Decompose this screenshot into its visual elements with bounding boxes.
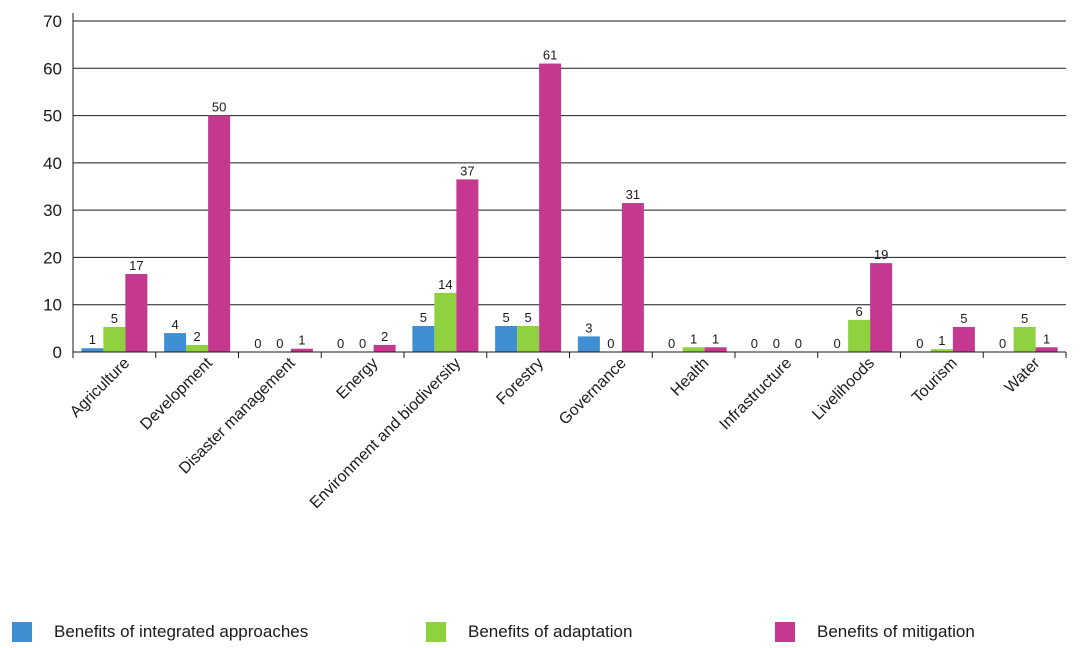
data-label: 1 xyxy=(938,333,945,348)
data-label: 0 xyxy=(773,336,780,351)
legend-swatch-mitigation xyxy=(775,622,795,642)
data-label: 2 xyxy=(381,329,388,344)
data-label: 1 xyxy=(690,331,697,346)
data-label: 0 xyxy=(337,336,344,351)
data-label: 5 xyxy=(420,310,427,325)
x-category-label: Water xyxy=(1002,354,1044,396)
legend-item-adaptation: Benefits of adaptation xyxy=(426,622,632,642)
data-label: 0 xyxy=(607,336,614,351)
data-label: 5 xyxy=(960,311,967,326)
bar xyxy=(208,115,231,352)
bar xyxy=(164,333,187,352)
x-category-label: Governance xyxy=(556,355,630,429)
data-label: 14 xyxy=(438,277,452,292)
legend-label-integrated: Benefits of integrated approaches xyxy=(54,622,309,641)
bar xyxy=(495,325,518,352)
data-label: 0 xyxy=(359,336,366,351)
data-label: 3 xyxy=(585,320,592,335)
data-label: 0 xyxy=(668,336,675,351)
data-label: 0 xyxy=(999,336,1006,351)
legend: Benefits of integrated approaches Benefi… xyxy=(0,622,1081,648)
bar xyxy=(81,348,104,352)
data-label: 0 xyxy=(834,336,841,351)
y-tick-label: 10 xyxy=(43,296,62,315)
y-tick-label: 30 xyxy=(43,201,62,220)
x-category-label: Development xyxy=(137,354,216,433)
y-tick-label: 20 xyxy=(43,248,62,267)
legend-swatch-adaptation xyxy=(426,622,446,642)
bar xyxy=(434,292,457,352)
x-category-label: Livelihoods xyxy=(809,355,878,424)
data-label: 17 xyxy=(129,258,143,273)
legend-label-adaptation: Benefits of adaptation xyxy=(468,622,633,641)
bar xyxy=(577,336,600,352)
bar xyxy=(456,179,479,352)
bar xyxy=(290,348,313,352)
data-label: 61 xyxy=(543,48,557,63)
x-category-label: Forestry xyxy=(493,355,547,409)
data-label: 0 xyxy=(751,336,758,351)
bar xyxy=(682,347,705,352)
data-label: 0 xyxy=(276,336,283,351)
data-label: 4 xyxy=(172,317,179,332)
bar xyxy=(1013,326,1036,352)
x-category-label: Energy xyxy=(334,355,382,403)
data-label: 2 xyxy=(194,329,201,344)
bar xyxy=(848,319,871,352)
bar xyxy=(870,263,893,352)
bar xyxy=(186,344,209,352)
bar xyxy=(1035,347,1058,352)
legend-swatch-integrated xyxy=(12,622,32,642)
data-label: 5 xyxy=(525,310,532,325)
data-label: 19 xyxy=(874,247,888,262)
bar xyxy=(952,326,975,352)
data-label: 0 xyxy=(795,336,802,351)
data-label: 5 xyxy=(111,311,118,326)
data-label: 0 xyxy=(254,336,261,351)
bar xyxy=(103,326,126,352)
y-tick-label: 40 xyxy=(43,154,62,173)
bar xyxy=(412,325,435,352)
data-label: 5 xyxy=(1021,311,1028,326)
legend-item-mitigation: Benefits of mitigation xyxy=(775,622,975,642)
x-category-label: Agriculture xyxy=(67,355,133,421)
y-tick-label: 50 xyxy=(43,107,62,126)
bar xyxy=(539,63,562,353)
data-label: 5 xyxy=(503,310,510,325)
y-axis-ticks: 0 10 20 30 40 50 60 70 xyxy=(43,12,62,362)
data-label: 6 xyxy=(856,304,863,319)
data-label: 1 xyxy=(1043,331,1050,346)
bar xyxy=(517,325,540,352)
data-label: 31 xyxy=(626,187,640,202)
data-label: 50 xyxy=(212,100,226,115)
y-tick-label: 0 xyxy=(53,343,62,362)
legend-item-integrated: Benefits of integrated approaches xyxy=(12,622,308,642)
axes xyxy=(72,13,1067,358)
bar xyxy=(930,349,953,352)
y-tick-label: 70 xyxy=(43,12,62,31)
data-label: 1 xyxy=(298,333,305,348)
y-tick-label: 60 xyxy=(43,59,62,78)
bars xyxy=(81,63,1058,353)
bar xyxy=(125,273,148,352)
data-label: 1 xyxy=(712,331,719,346)
bar xyxy=(621,203,644,352)
data-label: 37 xyxy=(460,163,474,178)
data-label: 0 xyxy=(916,336,923,351)
gridlines xyxy=(73,20,1066,306)
bar xyxy=(373,344,396,352)
data-label: 1 xyxy=(89,332,96,347)
x-category-label: Health xyxy=(668,355,713,400)
x-category-label: Infrastructure xyxy=(717,355,796,434)
x-category-label: Tourism xyxy=(909,355,961,407)
x-category-label: Environment and biodiversity xyxy=(307,355,464,512)
legend-label-mitigation: Benefits of mitigation xyxy=(817,622,975,641)
bar xyxy=(704,347,727,352)
